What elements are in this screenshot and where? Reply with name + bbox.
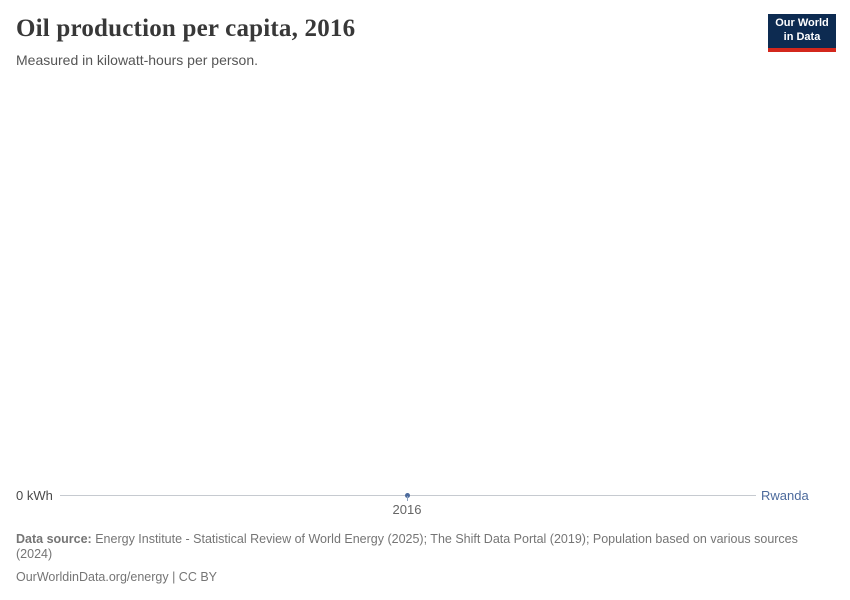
owid-logo-line2: in Data <box>783 31 821 43</box>
chart-footer: Data source: Energy Institute - Statisti… <box>16 532 834 585</box>
owid-logo[interactable]: Our World in Data <box>768 14 836 52</box>
data-source-label: Data source: <box>16 532 92 546</box>
data-point-marker <box>405 493 410 498</box>
x-axis-tick-mark <box>407 496 408 501</box>
chart-subtitle: Measured in kilowatt-hours per person. <box>16 52 259 68</box>
series-entity-label: Rwanda <box>761 488 809 503</box>
owid-url-link[interactable]: OurWorldinData.org/energy | CC BY <box>16 570 218 584</box>
y-axis-zero-label: 0 kWh <box>16 488 53 503</box>
page-title: Oil production per capita, 2016 <box>16 15 356 42</box>
data-source-text: Energy Institute - Statistical Review of… <box>16 532 798 561</box>
owid-logo-line1: Our World <box>775 17 829 30</box>
x-axis-tick-label: 2016 <box>392 502 422 517</box>
data-source-note: Data source: Energy Institute - Statisti… <box>16 532 834 562</box>
